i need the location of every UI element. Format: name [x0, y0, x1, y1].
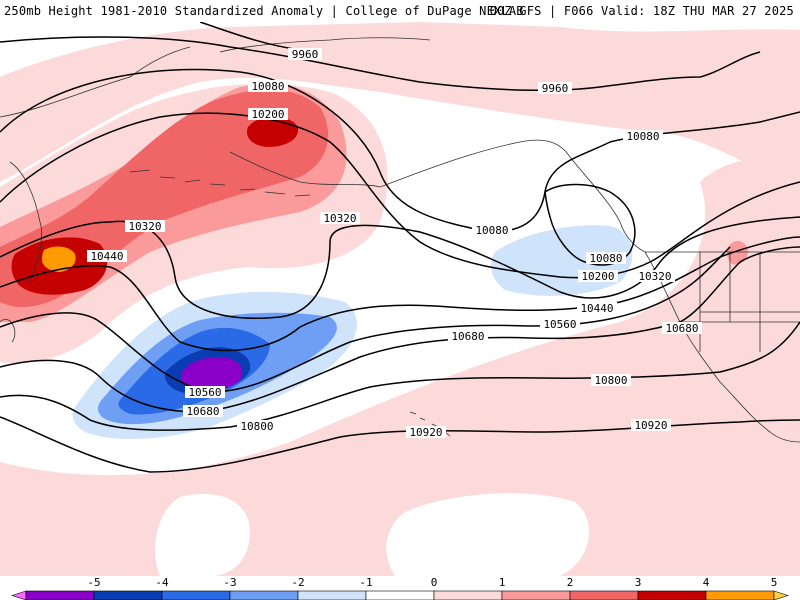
colorbar-bin — [705, 590, 775, 600]
colorbar — [11, 590, 789, 600]
svg-text:10800: 10800 — [594, 374, 627, 387]
anomaly-shading — [0, 22, 800, 576]
svg-text:10080: 10080 — [251, 80, 284, 93]
neutral-pocket-south — [386, 493, 590, 576]
anomaly-plus2-rockies — [727, 240, 748, 265]
svg-text:9960: 9960 — [542, 82, 569, 95]
colorbar-bin — [637, 590, 707, 600]
colorbar-bin — [297, 590, 367, 600]
alaska-coast — [219, 37, 571, 188]
contour-label: 10920 — [631, 419, 671, 432]
colorbar-bin — [569, 590, 639, 600]
colorbar-bin — [161, 590, 231, 600]
positive-anomaly-southeast — [0, 158, 800, 576]
svg-text:10800: 10800 — [240, 420, 273, 433]
contour-label: 10200 — [248, 108, 288, 121]
contour-label: 10320 — [635, 270, 675, 283]
map-title: 250mb Height 1981-2010 Standardized Anom… — [4, 4, 524, 18]
contour-label: 10440 — [577, 302, 617, 315]
contour-label: 10080 — [586, 252, 626, 265]
contour-10560 — [0, 246, 731, 393]
colorbar-tick-label: -2 — [291, 576, 304, 589]
colorbar-tick-label: -4 — [155, 576, 169, 589]
colorbar-tick-labels: -5 -4 -3 -2 -1 0 1 2 3 4 5 — [87, 576, 777, 589]
svg-text:10080: 10080 — [589, 252, 622, 265]
colorbar-tick-label: -3 — [223, 576, 236, 589]
contour-10680 — [0, 246, 800, 413]
contour-label: 10080 — [623, 130, 663, 143]
neutral-pocket-southwest — [155, 493, 250, 576]
hawaii-islands — [409, 411, 451, 437]
colorbar-tick-label: 5 — [771, 576, 778, 589]
svg-text:10320: 10320 — [638, 270, 671, 283]
map-header: 250mb Height 1981-2010 Standardized Anom… — [0, 0, 800, 22]
model-run-info: 00Z GFS | F066 Valid: 18Z THU MAR 27 202… — [489, 4, 794, 18]
us-state-borders — [645, 251, 800, 352]
svg-text:9960: 9960 — [292, 48, 319, 61]
contour-label: 10920 — [406, 426, 446, 439]
siberia-coast — [0, 46, 191, 343]
canada-coast — [569, 156, 646, 253]
contour-label: 10800 — [237, 420, 277, 433]
svg-text:10560: 10560 — [543, 318, 576, 331]
colorbar-bin — [501, 590, 571, 600]
colorbar-tick-label: 2 — [567, 576, 574, 589]
contour-9960 — [0, 22, 761, 92]
svg-text:10200: 10200 — [581, 270, 614, 283]
contour-label: 10680 — [183, 405, 223, 418]
contour-label: 10080 — [248, 80, 288, 93]
anomaly-minus5 — [180, 357, 243, 391]
contour-10800 — [0, 321, 800, 431]
colorbar-bin — [365, 590, 435, 600]
colorbar-tick-label: -1 — [359, 576, 372, 589]
us-west-coast — [644, 251, 800, 443]
contour-label: 10800 — [591, 374, 631, 387]
colorbar-end-high — [773, 590, 789, 600]
contour-10200 — [0, 112, 800, 279]
svg-text:10200: 10200 — [251, 108, 284, 121]
svg-text:10560: 10560 — [188, 386, 221, 399]
contour-label: 9960 — [288, 48, 322, 61]
colorbar-legend: -5 -4 -3 -2 -1 0 1 2 3 4 5 — [0, 576, 800, 600]
aleutian-chain — [129, 169, 311, 197]
colorbar-bin — [433, 590, 503, 600]
contour-label: 10320 — [125, 220, 165, 233]
colorbar-bin — [93, 590, 163, 600]
contour-label: 10440 — [87, 250, 127, 263]
svg-text:10080: 10080 — [475, 224, 508, 237]
positive-anomaly-top — [0, 22, 800, 192]
svg-text:10440: 10440 — [90, 250, 123, 263]
anomaly-plus4-bering — [246, 116, 299, 147]
colorbar-tick-label: -5 — [87, 576, 100, 589]
anomaly-plus5 — [42, 246, 76, 272]
svg-text:10440: 10440 — [580, 302, 613, 315]
svg-text:10680: 10680 — [186, 405, 219, 418]
svg-text:10920: 10920 — [634, 419, 667, 432]
svg-text:10920: 10920 — [409, 426, 442, 439]
contour-labels: 9960 9960 10080 10080 10080 10080 10200 … — [87, 48, 702, 439]
contour-label: 10320 — [320, 212, 360, 225]
svg-text:10320: 10320 — [323, 212, 356, 225]
colorbar-tick-label: 3 — [635, 576, 642, 589]
svg-text:10680: 10680 — [665, 322, 698, 335]
contour-label: 9960 — [538, 82, 572, 95]
contour-label: 10680 — [448, 330, 488, 343]
contour-10440 — [0, 236, 800, 352]
anomaly-map: 9960 9960 10080 10080 10080 10080 10200 … — [0, 22, 800, 576]
contour-label: 10560 — [540, 318, 580, 331]
contour-label: 10560 — [185, 386, 225, 399]
svg-text:10680: 10680 — [451, 330, 484, 343]
colorbar-bin — [229, 590, 299, 600]
contour-label: 10200 — [578, 270, 618, 283]
svg-text:10080: 10080 — [626, 130, 659, 143]
contour-label: 10080 — [472, 224, 512, 237]
svg-text:10320: 10320 — [128, 220, 161, 233]
colorbar-tick-label: 1 — [499, 576, 506, 589]
colorbar-tick-label: 0 — [431, 576, 438, 589]
colorbar-bin — [25, 590, 95, 600]
coastlines — [0, 37, 800, 443]
colorbar-tick-label: 4 — [703, 576, 710, 589]
contour-label: 10680 — [662, 322, 702, 335]
